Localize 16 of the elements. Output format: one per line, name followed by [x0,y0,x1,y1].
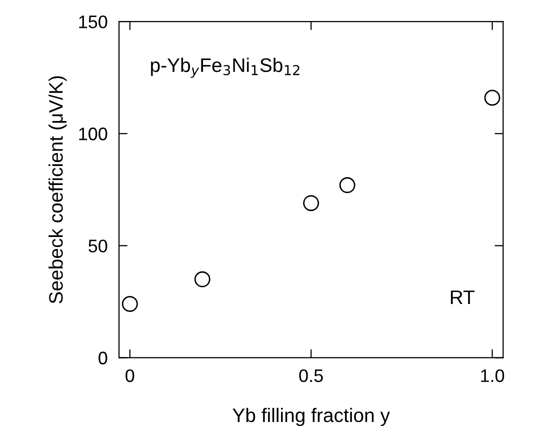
y-tick-label: 100 [79,128,108,140]
point [484,90,500,106]
point [122,296,138,312]
y-axis-title: Seebeck coefficient (μV/K) [48,76,67,304]
annotation: p-Yb$_{y}$Fe$_{3}$Ni$_{1}$Sb$_{12}$ [151,58,300,78]
x-axis-title: Yb filling fraction y [232,408,390,426]
point [303,195,320,212]
x-tick-label: 1.0 [481,369,504,382]
point [194,271,210,288]
y-tick-label: 0 [98,352,108,364]
x-tick-label: 0.5 [299,369,323,382]
y-tick-label: 50 [88,240,108,252]
annotation: RT [450,290,474,304]
point [339,177,356,194]
y-tick-label: 150 [79,15,108,28]
x-tick-label: 0 [126,369,134,382]
